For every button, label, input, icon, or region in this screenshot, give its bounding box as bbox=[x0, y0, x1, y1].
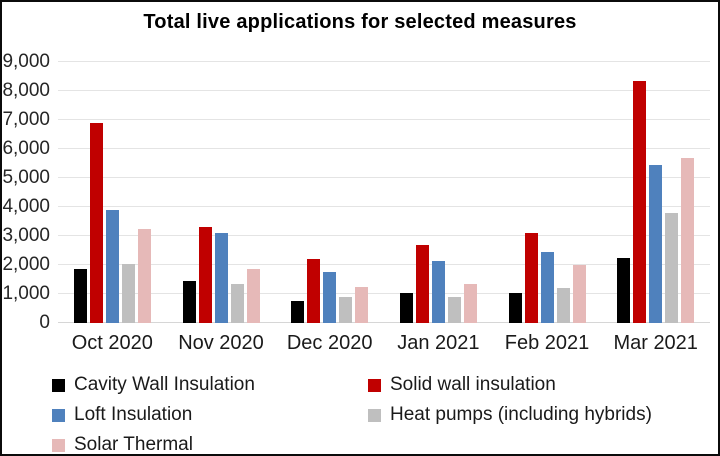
bar-group-feb-2021 bbox=[493, 62, 602, 323]
y-tick-label: 2,000 bbox=[2, 254, 50, 275]
legend-swatch-icon bbox=[52, 438, 65, 452]
bar-heat-pumps-including-hybrids- bbox=[665, 212, 679, 323]
bar-cavity-wall-insulation bbox=[617, 257, 631, 323]
bar-solar-thermal bbox=[137, 228, 151, 323]
y-axis: 0 1,000 2,000 3,000 4,000 5,000 6,000 7,000 8,00… bbox=[2, 51, 58, 333]
legend-label: Solar Thermal bbox=[74, 434, 193, 455]
y-tick-label: 8,000 bbox=[2, 80, 50, 101]
bar-cavity-wall-insulation bbox=[508, 292, 522, 323]
bar-group-nov-2020 bbox=[167, 62, 276, 323]
bar-solid-wall-insulation bbox=[198, 227, 212, 323]
bar-loft-insulation bbox=[214, 233, 228, 323]
legend-item-cavity-wall-insulation: Cavity Wall Insulation bbox=[52, 370, 368, 400]
gridline bbox=[58, 177, 710, 178]
legend-item-heat-pumps-including-hybrids-: Heat pumps (including hybrids) bbox=[368, 400, 718, 430]
title-area: Total live applications for selected mea… bbox=[2, 2, 718, 55]
bar-solid-wall-insulation bbox=[633, 80, 647, 323]
bar-solid-wall-insulation bbox=[307, 259, 321, 323]
bar-solid-wall-insulation bbox=[415, 244, 429, 323]
bar-cavity-wall-insulation bbox=[291, 301, 305, 323]
legend-swatch-icon bbox=[368, 378, 381, 392]
y-tick-label: 3,000 bbox=[2, 225, 50, 246]
gridline bbox=[58, 206, 710, 207]
y-tick-label: 4,000 bbox=[2, 196, 50, 217]
gridline bbox=[58, 235, 710, 236]
x-axis-label: Oct 2020 bbox=[71, 332, 153, 354]
gridline bbox=[58, 264, 710, 265]
gridline bbox=[58, 148, 710, 149]
x-axis: Oct 2020 Nov 2020 Dec 2020 Jan 2021 Feb 2021… bbox=[58, 323, 710, 362]
legend-label: Solid wall insulation bbox=[390, 374, 556, 395]
bar-group-oct-2020 bbox=[58, 62, 167, 323]
bar-heat-pumps-including-hybrids- bbox=[121, 263, 135, 323]
bar-loft-insulation bbox=[540, 251, 554, 323]
bar-heat-pumps-including-hybrids- bbox=[447, 296, 461, 323]
y-tick-label: 0 bbox=[39, 312, 50, 333]
bar-loft-insulation bbox=[649, 164, 663, 323]
bar-cavity-wall-insulation bbox=[182, 280, 196, 323]
bar-solar-thermal bbox=[572, 265, 586, 323]
bar-solid-wall-insulation bbox=[89, 122, 103, 323]
x-axis-label: Mar 2021 bbox=[613, 332, 698, 354]
gridline bbox=[58, 322, 710, 323]
chart-title: Total live applications for selected mea… bbox=[143, 11, 577, 33]
legend: Cavity Wall Insulation Solid wall insulat… bbox=[2, 370, 718, 455]
legend-item-solar-thermal: Solar Thermal bbox=[52, 430, 368, 455]
gridline bbox=[58, 90, 710, 91]
x-axis-label: Nov 2020 bbox=[178, 332, 264, 354]
gridline bbox=[58, 293, 710, 294]
y-tick-label: 7,000 bbox=[2, 109, 50, 130]
legend-label: Loft Insulation bbox=[74, 404, 193, 425]
y-tick-label: 1,000 bbox=[2, 283, 50, 304]
gridline bbox=[58, 119, 710, 120]
x-axis-label: Jan 2021 bbox=[397, 332, 480, 354]
bar-loft-insulation bbox=[105, 209, 119, 323]
bar-heat-pumps-including-hybrids- bbox=[230, 283, 244, 323]
legend-item-solid-wall-insulation: Solid wall insulation bbox=[368, 370, 718, 400]
y-tick-label: 6,000 bbox=[2, 138, 50, 159]
bar-group-dec-2020 bbox=[275, 62, 384, 323]
legend-swatch-icon bbox=[52, 378, 65, 392]
bar-cavity-wall-insulation bbox=[73, 269, 87, 323]
bar-loft-insulation bbox=[431, 260, 445, 323]
legend-item-loft-insulation: Loft Insulation bbox=[52, 400, 368, 430]
x-axis-label: Feb 2021 bbox=[504, 332, 590, 354]
y-tick-label: 5,000 bbox=[2, 167, 50, 188]
bar-loft-insulation bbox=[323, 272, 337, 323]
plot-area bbox=[58, 61, 710, 323]
bar-group-mar-2021 bbox=[601, 62, 710, 323]
bar-heat-pumps-including-hybrids- bbox=[556, 288, 570, 323]
bar-solar-thermal bbox=[463, 283, 477, 323]
bar-groups bbox=[58, 62, 710, 323]
legend-label: Cavity Wall Insulation bbox=[74, 374, 255, 395]
legend-swatch-icon bbox=[52, 408, 65, 422]
chart-plot-row: 0 1,000 2,000 3,000 4,000 5,000 6,000 7,000 8,00… bbox=[2, 51, 718, 333]
bar-heat-pumps-including-hybrids- bbox=[339, 296, 353, 323]
gridline bbox=[58, 61, 710, 62]
bar-solid-wall-insulation bbox=[524, 233, 538, 323]
bar-group-jan-2021 bbox=[384, 62, 493, 323]
bar-solar-thermal bbox=[681, 157, 695, 323]
bar-solar-thermal bbox=[246, 269, 260, 323]
bar-solar-thermal bbox=[355, 286, 369, 323]
bar-cavity-wall-insulation bbox=[399, 292, 413, 323]
x-axis-label: Dec 2020 bbox=[286, 332, 373, 354]
y-tick-label: 9,000 bbox=[2, 51, 50, 72]
legend-swatch-icon bbox=[368, 408, 381, 422]
legend-label: Heat pumps (including hybrids) bbox=[390, 404, 652, 425]
